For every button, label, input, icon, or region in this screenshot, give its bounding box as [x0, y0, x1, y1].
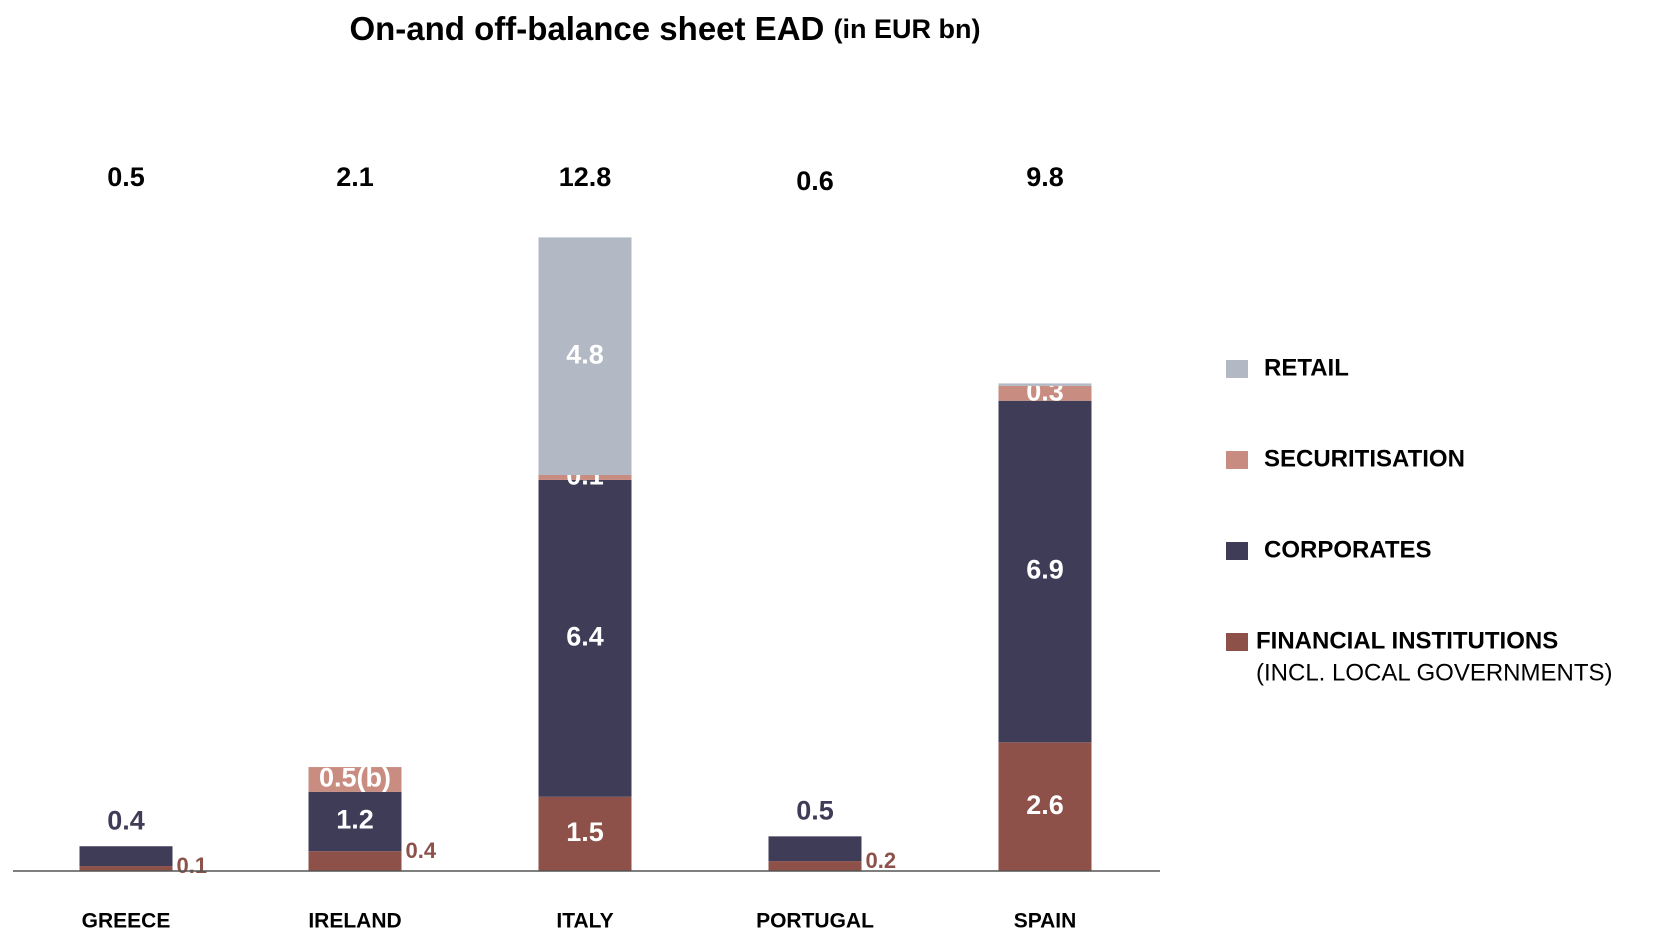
legend-swatch — [1226, 360, 1248, 378]
legend-label: SECURITISATION — [1264, 445, 1465, 472]
title-main: On-and off-balance sheet EAD — [349, 10, 824, 47]
bar-segment — [998, 742, 1092, 871]
value-label: 0.4 — [107, 805, 145, 835]
x-tick-label: SPAIN — [1014, 910, 1077, 933]
x-tick-label: PORTUGAL — [756, 910, 874, 933]
x-tick-label: GREECE — [82, 910, 171, 933]
value-label: 1.5 — [566, 817, 604, 847]
value-label: 0.1 — [177, 853, 208, 878]
value-label: 4.8 — [566, 339, 604, 369]
total-label: 2.1 — [336, 162, 374, 192]
bar-segment — [538, 475, 632, 480]
bar-segment — [998, 385, 1092, 401]
legend-swatch — [1226, 451, 1248, 469]
value-label: 2.6 — [1026, 790, 1064, 820]
bar-segment — [308, 851, 402, 871]
chart-title: On-and off-balance sheet EAD (in EUR bn) — [349, 10, 980, 47]
legend-swatch — [1226, 633, 1248, 651]
bar-segment — [768, 836, 862, 862]
legend-swatch — [1226, 542, 1248, 560]
bar-segment — [308, 791, 402, 852]
bar-segment — [998, 400, 1092, 743]
value-label: 0.2 — [866, 848, 897, 873]
value-label: 6.4 — [566, 621, 604, 651]
x-tick-label: IRELAND — [308, 910, 401, 933]
total-label: 0.6 — [796, 166, 834, 196]
bar-segment — [538, 237, 632, 475]
value-label: 1.2 — [336, 805, 374, 835]
value-label: 0.5 — [796, 795, 834, 825]
bar-segment — [308, 767, 402, 792]
bar-segment — [998, 383, 1092, 386]
bar-segment — [538, 479, 632, 797]
bar-segment — [79, 866, 173, 871]
total-label: 0.5 — [107, 162, 145, 192]
legend-note: (INCL. LOCAL GOVERNMENTS) — [1256, 659, 1613, 686]
x-tick-label: ITALY — [556, 910, 613, 933]
value-label: 0.5(b) — [319, 763, 391, 793]
legend-label: RETAIL — [1264, 354, 1349, 381]
bar-segment — [79, 846, 173, 867]
legend-label: FINANCIAL INSTITUTIONS — [1256, 627, 1558, 654]
total-label: 9.8 — [1026, 162, 1064, 192]
value-label: 6.9 — [1026, 555, 1064, 585]
value-label: 0.3 — [1026, 376, 1064, 406]
value-label: 0.4 — [406, 838, 437, 863]
total-label: 12.8 — [559, 162, 612, 192]
legend-label: CORPORATES — [1264, 536, 1432, 563]
title-unit: (in EUR bn) — [834, 14, 981, 44]
bar-segment — [538, 796, 632, 871]
bar-segment — [768, 861, 862, 871]
